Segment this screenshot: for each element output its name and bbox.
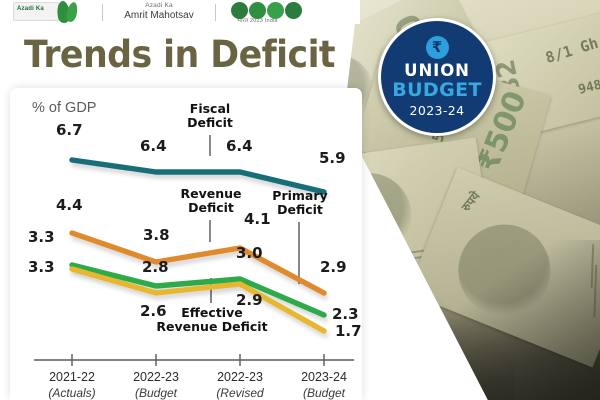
azadi-logo-text: Azadi Ka <box>17 6 44 12</box>
data-label-fiscal-3: 5.9 <box>319 149 346 167</box>
data-label-primary-0: 3.3 <box>28 228 55 246</box>
annotation-line1: Primary <box>272 188 328 203</box>
page-title: Trends in Deficit <box>24 33 336 76</box>
data-label-effective-0: 3.3 <box>28 258 55 276</box>
data-label-fiscal-2: 6.4 <box>226 137 253 155</box>
series-revenue-deficit <box>69 230 327 296</box>
data-label-effective-1: 2.6 <box>140 302 167 320</box>
x-tick-sub: (Budget <box>134 385 178 400</box>
x-tick-label-1: 2022-23 (Budget <box>106 370 206 400</box>
data-label-revenue-0: 4.4 <box>56 196 83 214</box>
photo-shadow <box>380 240 600 400</box>
data-label-revenue-2: 4.1 <box>244 210 271 228</box>
annotation-effective-revenue-deficit: Effective Revenue Deficit <box>141 306 283 334</box>
divider <box>215 3 216 21</box>
annotation-fiscal-deficit: Fiscal Deficit <box>180 102 240 130</box>
amrit-mahotsav-wordmark: Azadi Ka Amrit Mahotsav <box>103 0 215 24</box>
badge-year: 2023-24 <box>409 102 465 118</box>
annotation-line2: Deficit <box>187 115 233 130</box>
data-label-effective-3: 1.7 <box>335 322 362 340</box>
annotation-line2: Deficit <box>188 200 234 215</box>
x-tick-label-2: 2022-23 (Revised <box>190 370 290 400</box>
badge-line-budget: BUDGET <box>392 78 482 101</box>
annotation-line1: Fiscal <box>189 101 231 116</box>
data-label-primary-2: 3.0 <box>236 244 263 262</box>
header-logo-strip: Azadi Ka Azadi Ka Amrit Mahotsav भारत 20… <box>0 0 360 24</box>
series-primary-deficit <box>69 262 327 318</box>
data-label-fiscal-0: 6.7 <box>56 121 83 139</box>
data-label-fiscal-1: 6.4 <box>140 137 167 155</box>
x-tick-label-3: 2023-24 (Budget <box>274 370 362 400</box>
divider <box>102 3 103 21</box>
data-label-revenue-1: 3.8 <box>143 226 170 244</box>
g20-circle-icon <box>249 1 266 19</box>
deficit-line-chart <box>34 135 354 366</box>
annotation-line2: Deficit <box>277 202 323 217</box>
chart-card: % of GDP <box>10 88 362 400</box>
annotation-revenue-deficit: Revenue Deficit <box>175 187 247 215</box>
series-effective-revenue-deficit <box>69 266 327 334</box>
x-tick-year: 2022-23 <box>133 370 179 384</box>
union-budget-badge: ₹ UNION BUDGET 2023-24 <box>378 18 496 136</box>
amrit-line1: Azadi Ka <box>145 2 173 10</box>
x-tick-year: 2022-23 <box>217 370 263 384</box>
data-label-effective-2: 2.9 <box>236 291 263 309</box>
rupee-icon: ₹ <box>425 36 449 60</box>
annotation-line1: Effective <box>181 305 243 320</box>
g20-circle-icon <box>267 1 284 19</box>
x-tick-sub: (Budget <box>302 385 346 400</box>
data-label-revenue-3: 2.9 <box>320 258 347 276</box>
annotation-line2: Revenue Deficit <box>156 319 268 334</box>
rupee-glyph: ₹ <box>431 38 443 57</box>
x-tick-sub: (Revised <box>216 385 264 400</box>
chart-area: % of GDP <box>10 88 362 400</box>
amrit-line2: Amrit Mahotsav <box>124 9 194 21</box>
azadi-ka-amrit-mahotsav-logo: Azadi Ka <box>0 0 102 24</box>
x-tick-label-0: 2021-22 (Actuals) <box>22 370 122 400</box>
badge-line-union: UNION <box>404 61 470 81</box>
y-axis-unit-label: % of GDP <box>32 100 97 116</box>
x-tick-sub: (Actuals) <box>48 385 96 400</box>
x-tick-year: 2023-24 <box>301 370 347 384</box>
series-fiscal-deficit <box>69 157 327 195</box>
data-label-primary-3: 2.3 <box>332 305 359 323</box>
annotation-line1: Revenue <box>180 186 242 201</box>
g20-circle-icon <box>231 1 248 19</box>
g20-subtitle: भारत 2023 India <box>237 17 278 24</box>
g20-circle-icon <box>285 1 302 19</box>
annotation-primary-deficit: Primary Deficit <box>265 189 335 217</box>
data-label-primary-1: 2.8 <box>142 258 169 276</box>
x-tick-year: 2021-22 <box>49 370 95 384</box>
g20-india-logo: भारत 2023 India <box>216 0 334 24</box>
